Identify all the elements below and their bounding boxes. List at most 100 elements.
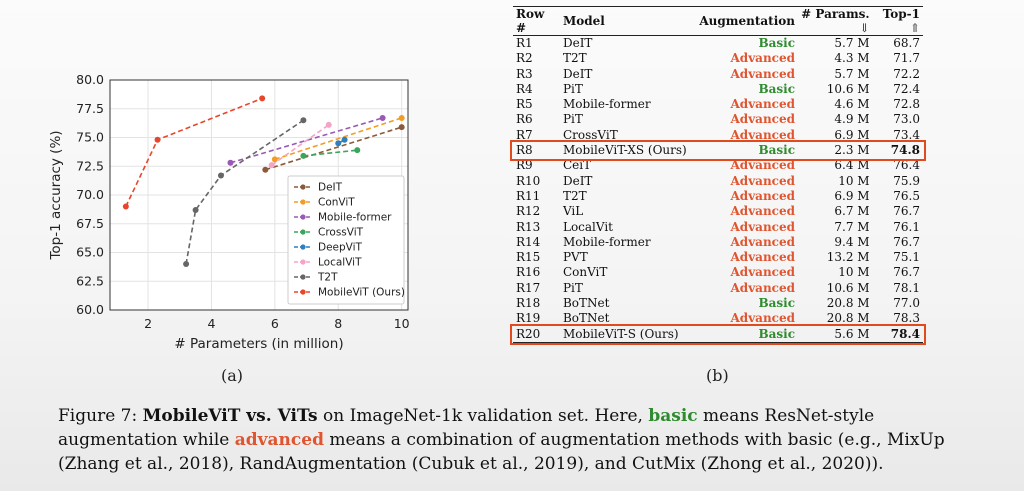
cell-model: PiT [562, 280, 583, 295]
cell-augmentation: Basic [758, 296, 796, 311]
legend-marker [300, 184, 306, 190]
cell-params: 9.4 M [834, 234, 870, 249]
cell-params: 10 M [838, 265, 870, 280]
header-top1: Top-1 ⇑ [873, 7, 923, 36]
table-row: R9 CeiT Advanced 6.4 M 76.4 [513, 158, 923, 173]
table-row: R17 PiT Advanced 10.6 M 78.1 [513, 281, 923, 296]
cell-params: 7.7 M [834, 219, 870, 234]
caption-prefix: Figure 7: [58, 406, 143, 426]
legend-entry: LocalViT [318, 257, 362, 269]
up-arrow-icon: ⇑ [909, 21, 920, 35]
data-point [335, 140, 342, 147]
accuracy-vs-params-chart: 2 4 6 8 10 60.0 62.5 65.0 67.5 70.0 72.5 75.0 77.5 80… [48, 72, 410, 352]
legend-entry: Mobile-former [318, 212, 392, 224]
cell-top1: 78.4 [890, 326, 920, 341]
caption-title: MobileViT vs. ViTs [142, 406, 318, 426]
cell-params: 2.3 M [834, 143, 870, 158]
header-row-number: Row # [516, 7, 545, 35]
cell-top1: 71.7 [893, 51, 920, 66]
table-row: R8 MobileViT-XS (Ours) Basic 2.3 M 74.8 [513, 143, 923, 158]
cell-top1: 77.0 [893, 296, 920, 311]
data-point [341, 136, 348, 143]
cell-augmentation: Advanced [730, 173, 796, 188]
cell-params: 4.3 M [834, 51, 870, 66]
cell-model: MobileViT-S (Ours) [562, 326, 679, 341]
data-point [262, 166, 269, 173]
cell-params: 20.8 M [826, 311, 870, 326]
data-point [398, 124, 405, 131]
data-point [268, 162, 275, 169]
y-axis-label: Top-1 accuracy (%) [48, 130, 64, 260]
legend-marker [300, 214, 306, 220]
cell-top1: 75.9 [893, 173, 920, 188]
cell-row-number: R13 [516, 219, 541, 234]
cell-top1: 68.7 [893, 36, 920, 50]
cell-model: ConViT [562, 265, 608, 280]
table-row: R19 BoTNet Advanced 20.8 M 78.3 [513, 311, 923, 326]
series-line [303, 149, 358, 157]
cell-params: 6.9 M [834, 127, 870, 142]
cell-augmentation: Advanced [730, 311, 796, 326]
cell-row-number: R14 [516, 234, 541, 249]
cell-augmentation: Advanced [730, 204, 796, 219]
data-point [300, 117, 307, 124]
x-axis-label: # Parameters (in million) [174, 336, 343, 352]
data-point [192, 206, 199, 213]
cell-augmentation: Advanced [730, 97, 796, 112]
cell-model: Mobile-former [562, 234, 651, 249]
cell-row-number: R16 [516, 265, 541, 280]
cell-model: T2T [562, 188, 587, 203]
caption-part1: on ImageNet-1k validation set. Here, [317, 406, 649, 426]
data-point [398, 114, 405, 121]
cell-params: 6.4 M [834, 158, 870, 173]
table-row: R18 BoTNet Basic 20.8 M 77.0 [513, 296, 923, 311]
cell-augmentation: Advanced [730, 66, 796, 81]
table-row: R3 DeIT Advanced 5.7 M 72.2 [513, 67, 923, 82]
legend-marker [300, 244, 306, 250]
cell-params: 6.7 M [834, 204, 870, 219]
data-point [122, 203, 129, 210]
cell-augmentation: Advanced [730, 127, 796, 142]
cell-model: PiT [562, 81, 583, 96]
cell-row-number: R7 [516, 127, 533, 142]
data-point [300, 152, 307, 159]
cell-augmentation: Advanced [730, 250, 796, 265]
cell-model: DeIT [562, 36, 593, 50]
cell-row-number: R2 [516, 51, 533, 66]
cell-augmentation: Advanced [730, 219, 796, 234]
series-line [230, 117, 383, 164]
cell-model: LocalVit [562, 219, 613, 234]
table-row: R7 CrossViT Advanced 6.9 M 73.4 [513, 128, 923, 143]
cell-top1: 74.8 [890, 143, 920, 158]
cell-top1: 78.3 [893, 311, 920, 326]
cell-row-number: R4 [516, 81, 533, 96]
cell-model: BoTNet [562, 296, 610, 311]
cell-top1: 72.8 [893, 97, 920, 112]
legend-marker [300, 199, 306, 205]
cell-params: 20.8 M [826, 296, 870, 311]
x-tick-label: 10 [394, 316, 410, 331]
cell-top1: 76.1 [893, 219, 920, 234]
cell-model: CeiT [562, 158, 592, 173]
y-tick-label: 70.0 [76, 187, 104, 202]
y-tick-label: 72.5 [76, 158, 104, 173]
y-tick-label: 60.0 [76, 302, 104, 317]
table-row: R5 Mobile-former Advanced 4.6 M 72.8 [513, 97, 923, 112]
down-arrow-icon: ⇓ [859, 21, 870, 35]
data-point [154, 136, 161, 143]
cell-augmentation: Advanced [730, 112, 796, 127]
cell-params: 4.6 M [834, 97, 870, 112]
legend-entry: T2T [317, 272, 338, 284]
x-tick-label: 6 [271, 316, 279, 331]
legend-marker [300, 229, 306, 235]
caption-part2: means ResNet-style augmentation while [58, 406, 875, 450]
cell-model: MobileViT-XS (Ours) [562, 143, 687, 158]
cell-augmentation: Basic [758, 81, 796, 96]
cell-row-number: R15 [516, 250, 541, 265]
cell-model: PiT [562, 112, 583, 127]
cell-model: ViL [562, 204, 584, 219]
cell-params: 13.2 M [826, 250, 870, 265]
cell-top1: 76.4 [893, 158, 920, 173]
series-line [185, 119, 304, 265]
x-tick-label: 2 [144, 316, 152, 331]
